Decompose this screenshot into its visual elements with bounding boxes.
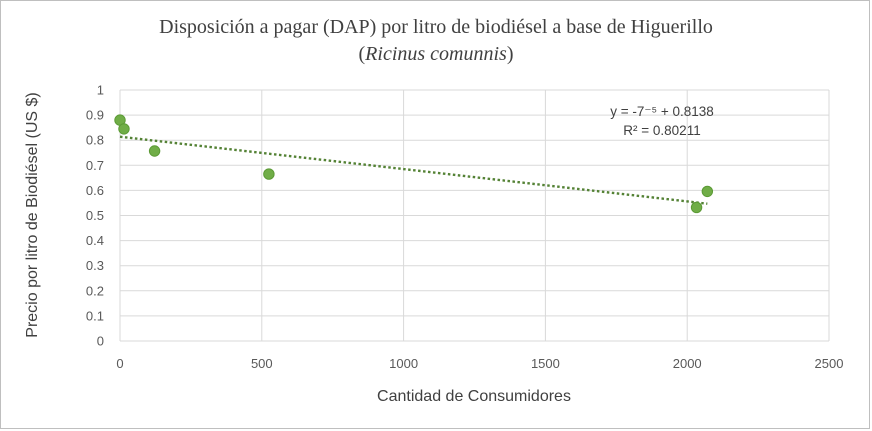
trendline-equation: y = -7⁻⁵ + 0.8138 (610, 104, 714, 119)
chart-subtitle: (Ricinus comunnis) (0, 43, 872, 66)
data-point (263, 168, 275, 180)
data-point (118, 123, 130, 135)
x-tick-label: 2000 (673, 356, 702, 371)
y-tick-label: 0.9 (86, 108, 104, 123)
y-tick-labels: 0 0.1 0.2 0.3 0.4 0.5 0.6 0.7 0.8 0.9 1 (86, 83, 104, 349)
r-squared-label: R² = 0.80211 (623, 123, 700, 138)
gridlines (119, 89, 830, 342)
y-tick-label: 0.8 (86, 133, 104, 148)
subtitle-open-paren: ( (358, 43, 366, 65)
y-tick-label: 0.4 (86, 233, 104, 248)
chart-title: Disposición a pagar (DAP) por litro de b… (159, 16, 713, 38)
y-tick-label: 0.3 (86, 258, 104, 273)
y-tick-label: 0.6 (86, 183, 104, 198)
x-tick-label: 2500 (815, 356, 844, 371)
data-point (148, 145, 161, 157)
trendline (119, 135, 708, 205)
y-axis-title: Precio por litro de Biodiésel (US $) (24, 92, 41, 337)
y-tick-label: 0.2 (86, 283, 104, 298)
x-tick-label: 1500 (531, 356, 560, 371)
data-points (114, 114, 714, 214)
x-tick-label: 0 (116, 356, 123, 371)
y-tick-label: 0.5 (86, 208, 104, 223)
trendline-group (119, 135, 708, 205)
subtitle-species: Ricinus comunnis (365, 43, 507, 65)
x-tick-labels: 0 500 1000 1500 2000 2500 (116, 356, 843, 371)
x-tick-label: 1000 (389, 356, 418, 371)
data-point (690, 201, 703, 214)
x-tick-label: 500 (251, 356, 273, 371)
y-tick-label: 1 (97, 83, 104, 98)
x-axis-title: Cantidad de Consumidores (377, 388, 571, 405)
subtitle-close-paren: ) (506, 43, 514, 65)
y-tick-label: 0.1 (86, 308, 104, 323)
y-tick-label: 0 (97, 334, 104, 349)
y-tick-label: 0.7 (86, 158, 104, 173)
data-point (701, 185, 714, 198)
